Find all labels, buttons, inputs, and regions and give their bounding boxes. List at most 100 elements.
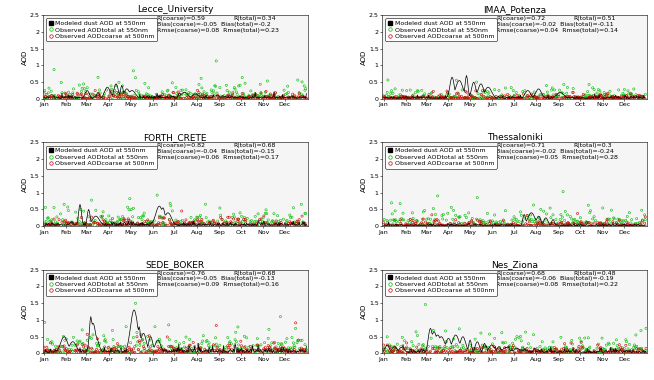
- Point: [492, 350, 503, 356]
- Point: [142, 349, 152, 355]
- Text: R(coarse)=0.76
Bias(coarse)=-0.05  Bias(total)=-0.13
Rmse(coarse)=0.09  Rmse(tot: R(coarse)=0.76 Bias(coarse)=-0.05 Bias(t…: [156, 271, 279, 287]
- Point: [161, 347, 171, 353]
- Point: [131, 87, 141, 93]
- Point: [107, 219, 117, 225]
- Point: [135, 350, 146, 356]
- Point: [81, 347, 92, 353]
- Point: [50, 222, 60, 228]
- Point: [424, 220, 435, 226]
- Point: [43, 336, 53, 342]
- Point: [52, 220, 63, 226]
- Point: [85, 349, 95, 355]
- Point: [541, 223, 551, 229]
- Point: [517, 344, 528, 350]
- Point: [110, 223, 120, 229]
- Point: [424, 220, 434, 226]
- Point: [458, 349, 468, 355]
- Point: [444, 350, 455, 356]
- Point: [156, 223, 167, 229]
- Point: [462, 95, 473, 101]
- Point: [292, 350, 302, 356]
- Point: [173, 93, 184, 99]
- Point: [262, 94, 272, 100]
- Point: [487, 94, 498, 100]
- Point: [507, 344, 517, 350]
- Point: [81, 348, 92, 354]
- Point: [472, 349, 483, 355]
- Point: [271, 96, 281, 102]
- Point: [388, 95, 399, 101]
- Point: [115, 222, 126, 228]
- Point: [524, 349, 534, 355]
- Point: [258, 96, 269, 102]
- Point: [166, 344, 177, 350]
- Point: [613, 348, 623, 355]
- Point: [469, 345, 479, 352]
- Point: [525, 212, 536, 218]
- Point: [80, 89, 91, 95]
- Point: [109, 222, 119, 228]
- Point: [457, 87, 468, 93]
- Point: [170, 349, 181, 355]
- Point: [288, 221, 299, 227]
- Point: [108, 223, 118, 229]
- Point: [456, 345, 467, 351]
- Point: [567, 341, 577, 347]
- Point: [143, 218, 154, 225]
- Point: [586, 94, 596, 100]
- Point: [215, 85, 225, 91]
- Point: [171, 338, 181, 344]
- Point: [190, 95, 200, 101]
- Point: [487, 223, 498, 229]
- Point: [530, 95, 541, 101]
- Point: [396, 344, 406, 350]
- Point: [402, 87, 412, 93]
- Point: [173, 349, 184, 355]
- Point: [288, 220, 298, 226]
- Point: [560, 349, 571, 355]
- Point: [65, 219, 76, 225]
- Point: [560, 93, 570, 100]
- Point: [271, 95, 282, 101]
- Point: [570, 95, 580, 101]
- Point: [434, 221, 444, 227]
- Point: [192, 95, 202, 101]
- Point: [277, 348, 287, 354]
- Point: [198, 350, 208, 356]
- Point: [453, 349, 463, 355]
- Point: [294, 346, 304, 352]
- Point: [562, 94, 573, 100]
- Point: [41, 222, 52, 228]
- Point: [538, 91, 548, 97]
- Point: [588, 92, 598, 98]
- Point: [383, 77, 393, 83]
- Point: [78, 81, 89, 87]
- Point: [228, 95, 239, 101]
- Point: [219, 219, 230, 225]
- Point: [560, 222, 571, 228]
- Point: [247, 223, 258, 229]
- Point: [94, 350, 104, 356]
- Point: [485, 345, 495, 352]
- Point: [178, 350, 188, 356]
- Point: [290, 325, 301, 331]
- Point: [427, 223, 438, 229]
- Point: [615, 95, 625, 101]
- Point: [406, 96, 417, 102]
- Point: [394, 95, 405, 101]
- Point: [542, 82, 552, 89]
- Point: [114, 94, 124, 100]
- Point: [51, 346, 61, 352]
- Point: [97, 347, 108, 353]
- Point: [190, 347, 200, 353]
- Point: [186, 96, 197, 102]
- Point: [230, 222, 240, 228]
- Point: [220, 95, 230, 101]
- Point: [213, 344, 223, 350]
- Point: [469, 95, 479, 101]
- Point: [222, 93, 232, 100]
- Point: [283, 83, 293, 89]
- Point: [604, 220, 615, 226]
- Point: [156, 343, 167, 349]
- Point: [415, 222, 426, 228]
